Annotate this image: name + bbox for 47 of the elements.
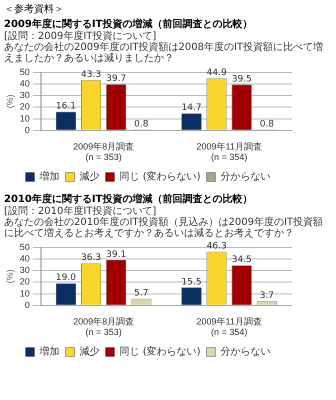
data-label: 44.9 — [206, 68, 227, 78]
data-label: 0.8 — [134, 119, 149, 130]
y-tick-label: 30 — [20, 265, 30, 276]
data-label: 16.1 — [56, 102, 76, 112]
data-label: 0.8 — [260, 119, 274, 130]
legend-label: 減少 — [80, 346, 100, 358]
chart-title: 2010年度に関するIT投資の増減（前回調査との比較） — [4, 192, 254, 206]
x-tick-label: 2009年8月調査 (n = 353) — [73, 141, 134, 162]
data-label: 36.3 — [81, 253, 102, 264]
legend-label: 減少 — [80, 170, 100, 183]
y-tick-label: 30 — [20, 90, 30, 100]
y-tick-label: 10 — [20, 113, 30, 124]
y-tick-label: 10 — [20, 288, 30, 298]
data-label: 34.5 — [232, 255, 252, 266]
y-tick-label: 40 — [20, 253, 30, 264]
data-label: 39.7 — [106, 74, 126, 84]
y-tick-label: 20 — [20, 102, 30, 112]
text: ＜参考資料＞ — [4, 2, 65, 16]
y-axis-title: (%) — [4, 269, 15, 284]
legend-label: 増加 — [38, 346, 60, 358]
y-tick-label: 0 — [24, 124, 30, 135]
data-label: 15.5 — [182, 277, 202, 288]
y-tick-label: 50 — [20, 66, 30, 77]
x-tick-label: 2009年11月調査 (n = 354) — [196, 141, 262, 162]
y-tick-label: 40 — [20, 78, 30, 88]
chart-subtitle: [設問：2010年度IT投資について] あなたの会社の2010年度のIT投資額（見込み）は2009年度のIT投資額に比べて増えるとお考えですか？あるいは減るとお考えですか？ — [4, 206, 324, 239]
legend-label: 分からない — [220, 346, 270, 358]
data-label: 14.7 — [182, 103, 202, 114]
data-label: 39.5 — [232, 74, 252, 84]
x-tick-label: 2009年11月調査 (n = 354) — [196, 316, 262, 338]
chart-subtitle: [設問：2009年度IT投資について] あなたの会社の2009年度のIT投資額は2008年度のIT投資額に比べて増えましたか？あるいは減りましたか？ — [4, 31, 324, 64]
data-label: 3.7 — [260, 290, 274, 301]
legend-label: 同じ (変わらない) — [120, 170, 201, 183]
y-axis-title: (%) — [4, 94, 15, 108]
y-tick-label: 0 — [24, 300, 30, 310]
legend-label: 分からない — [220, 170, 270, 183]
data-label: 5.7 — [134, 288, 148, 299]
data-label: 46.3 — [206, 242, 227, 252]
y-tick-label: 20 — [20, 276, 30, 287]
data-label: 39.1 — [106, 250, 126, 260]
y-tick-label: 50 — [20, 242, 30, 252]
chart-title: 2009年度に関するIT投資の増減（前回調査との比較） — [4, 17, 254, 30]
legend-label: 増加 — [38, 170, 60, 183]
data-label: 19.0 — [56, 273, 76, 284]
data-label: 43.3 — [81, 70, 102, 80]
x-tick-label: 2009年8月調査 (n = 353) — [73, 316, 134, 338]
legend-label: 同じ (変わらない) — [120, 346, 201, 358]
